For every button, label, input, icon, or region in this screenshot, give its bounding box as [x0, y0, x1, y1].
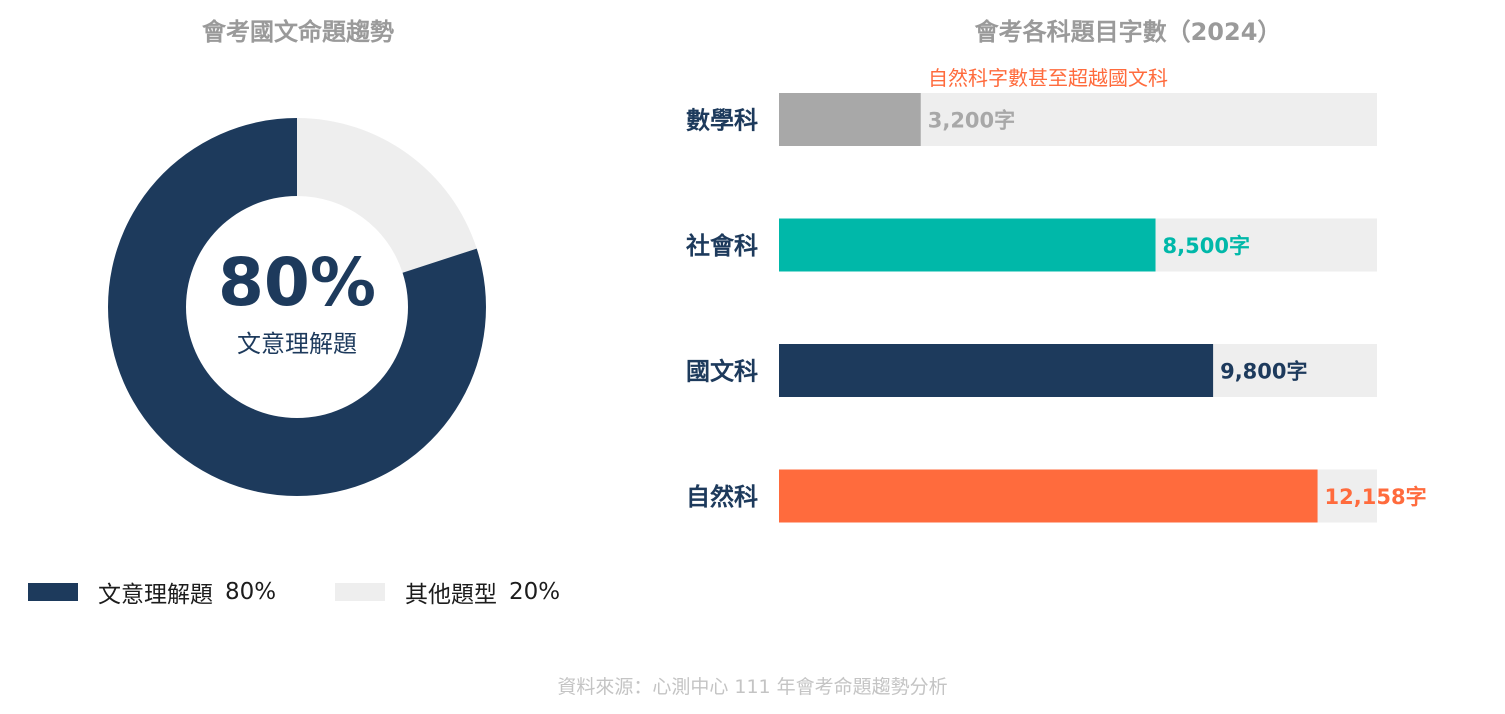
bar-category-label-2: 國文科 — [686, 358, 758, 386]
bar-category-label-0: 數學科 — [686, 107, 758, 135]
legend-label-reading: 文意理解題 — [98, 582, 213, 608]
bar-value-label-1: 8,500字 — [1163, 234, 1250, 258]
bar-category-label-1: 社會科 — [686, 232, 758, 260]
source-note: 資料來源：心測中心 111 年會考命題趨勢分析 — [557, 676, 948, 698]
donut-center-label: 文意理解題 — [237, 330, 357, 358]
bar-2 — [779, 344, 1214, 397]
donut-slice-other — [297, 118, 477, 273]
bar-value-label-3: 12,158字 — [1325, 485, 1427, 509]
bar-3 — [779, 469, 1318, 523]
legend-label-other: 其他題型 — [405, 582, 497, 608]
bar-1 — [779, 218, 1156, 272]
donut-center-value: 80% — [218, 244, 376, 321]
bar-chart-title: 會考各科題目字數（2024） — [974, 18, 1282, 46]
bar-annotation: 自然科字數甚至超越國文科 — [928, 66, 1168, 90]
legend-item-other: 其他題型 20% — [335, 575, 560, 609]
legend-swatch-other — [335, 583, 385, 601]
donut-slice-reading — [107, 118, 486, 496]
legend-swatch-reading — [28, 583, 78, 601]
bar-value-label-0: 3,200字 — [928, 109, 1015, 133]
bar-0 — [779, 93, 921, 146]
bar-value-label-2: 9,800字 — [1220, 360, 1307, 384]
donut-chart-title: 會考國文命題趨勢 — [202, 18, 394, 46]
legend-value-reading: 80% — [225, 579, 277, 605]
legend-value-other: 20% — [509, 579, 561, 605]
legend-item-reading: 文意理解題 80% — [28, 575, 276, 609]
bar-category-label-3: 自然科 — [686, 483, 758, 511]
